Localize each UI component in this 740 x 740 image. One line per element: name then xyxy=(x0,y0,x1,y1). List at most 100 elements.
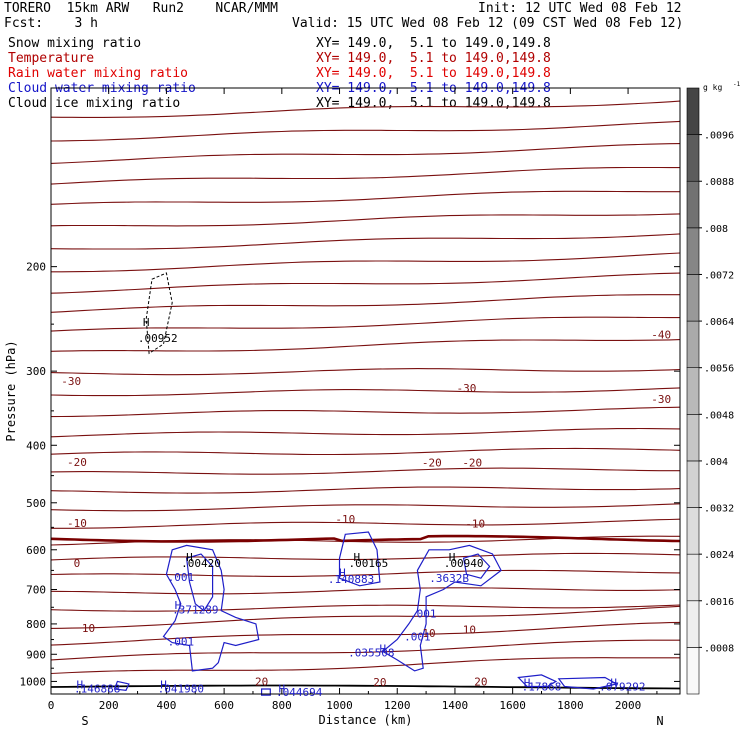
colorbar: .0096 .0088 .008 .0072 .0064 .0056 .0048 .004 .0… xyxy=(686,81,740,695)
x-tick-label: 0 xyxy=(48,699,55,712)
extremum-label: .00165 xyxy=(349,557,389,570)
cloud-water-outline-east xyxy=(381,544,502,672)
field-label-cloud-ice: Cloud ice mixing ratio xyxy=(8,96,181,111)
temperature-isotherm xyxy=(50,190,680,205)
temperature-isotherm xyxy=(50,467,680,475)
colorbar-tick-label: .0016 xyxy=(704,597,734,608)
y-tick-label: 800 xyxy=(26,618,46,631)
temperature-isotherm xyxy=(50,604,681,612)
extremum-label: .035508 xyxy=(348,646,394,659)
extremum-label: .371289 xyxy=(172,604,218,617)
colorbar-tick-label: .0008 xyxy=(704,643,734,654)
colorbar-unit-exponent: -1 xyxy=(733,81,740,88)
cloud-water-outline-north-b xyxy=(557,676,619,690)
extremum-label: .041980 xyxy=(158,682,204,695)
extremum-label: .3632B xyxy=(429,572,469,585)
plot-frame xyxy=(50,87,681,695)
extremum-label: H xyxy=(279,682,286,695)
temperature-labels: -40 -30 -30 -30 -20 -20 -20 -10 -10 -10 0 10 10 10 20 2… xyxy=(61,328,671,689)
temperature-isotherm xyxy=(50,120,681,142)
temperature-isotherm xyxy=(50,339,681,352)
x-tick-label: 1600 xyxy=(499,699,526,712)
temperature-contour-label: -40 xyxy=(651,328,671,341)
temperature-isotherm xyxy=(50,657,680,675)
temperature-isotherm xyxy=(50,639,680,661)
extremum-label: .00940 xyxy=(444,557,484,570)
x-tick-label: 800 xyxy=(272,699,292,712)
temperature-isotherm xyxy=(50,387,681,397)
temperature-contour-label: -10 xyxy=(465,518,485,531)
colorbar-tick-label: .004 xyxy=(704,457,728,468)
extremum-label: .00952 xyxy=(138,332,178,345)
colorbar-swatch xyxy=(686,180,700,229)
temperature-contour-label: 10 xyxy=(463,624,476,637)
valid-time: Valid: 15 UTC Wed 08 Feb 12 (09 CST Wed … xyxy=(292,16,684,31)
temperature-contour-label: -10 xyxy=(335,513,355,526)
extremum-label: H xyxy=(143,316,150,329)
extremum-label: .001 xyxy=(404,630,431,643)
temperature-isotherm xyxy=(50,569,681,577)
y-axis-label: Pressure (hPa) xyxy=(4,340,18,441)
extremum-label: H xyxy=(379,642,386,655)
extremum-label: .146888 xyxy=(74,682,120,695)
x-axis-label: Distance (km) xyxy=(319,713,413,727)
y-tick-label: 900 xyxy=(26,648,46,661)
extremum-label: H xyxy=(175,599,182,612)
y-tick-label: 600 xyxy=(26,544,46,557)
cloud-water-outline-central xyxy=(338,531,381,587)
temperature-contour-label: -30 xyxy=(61,375,81,388)
extremum-label: .001 xyxy=(410,607,437,620)
cloud-water-outline-south xyxy=(113,680,130,691)
init-time: Init: 12 UTC Wed 08 Feb 12 xyxy=(478,1,682,16)
colorbar-swatch xyxy=(686,414,700,462)
temperature-isotherm xyxy=(50,233,681,250)
extremum-label: .044694 xyxy=(276,686,323,699)
x-tick-label: 1800 xyxy=(557,699,584,712)
endpoint-label-south: S xyxy=(81,714,88,728)
colorbar-tick-label: .0032 xyxy=(704,504,734,515)
temperature-contour-label: -30 xyxy=(651,393,671,406)
cloud-water-outline-west xyxy=(162,544,260,672)
temperature-isotherm xyxy=(50,503,681,512)
colorbar-swatch xyxy=(686,507,700,555)
extremum-label: H xyxy=(354,551,361,564)
temperature-isotherm xyxy=(50,143,681,164)
extremum-label: H xyxy=(77,679,84,692)
temperature-isotherm xyxy=(50,552,681,561)
extremum-label: .001 xyxy=(168,635,195,648)
temperature-contour-label: -20 xyxy=(67,456,87,469)
temperature-contours xyxy=(50,100,681,690)
colorbar-swatch xyxy=(686,134,700,182)
extremum-label: .17868 xyxy=(522,681,562,694)
colorbar-swatch xyxy=(686,320,700,368)
field-xy-temperature: XY= 149.0, 5.1 to 149.0,149.8 xyxy=(316,51,551,66)
y-tick-label: 300 xyxy=(26,365,46,378)
colorbar-swatch xyxy=(686,600,700,648)
colorbar-tick-label: .0048 xyxy=(704,410,734,421)
colorbar-unit: g kg xyxy=(703,83,722,92)
extremum-label: .079292 xyxy=(599,681,645,694)
cloud-water-outline-west-inner xyxy=(185,553,214,612)
temperature-isotherm xyxy=(50,213,681,227)
y-tick-label: 500 xyxy=(26,497,46,510)
colorbar-tick-label: .0088 xyxy=(704,177,734,188)
field-label-snow: Snow mixing ratio xyxy=(8,36,142,51)
temperature-isotherm xyxy=(50,427,681,438)
colorbar-swatch xyxy=(686,647,700,695)
temperature-isotherm xyxy=(50,368,681,376)
temperature-isotherm xyxy=(50,272,681,294)
colorbar-tick-label: .0096 xyxy=(704,131,734,142)
extremum-label: H xyxy=(339,566,346,579)
temperature-contour-label: -10 xyxy=(67,517,87,530)
temperature-isotherm xyxy=(50,294,680,313)
colorbar-tick-label: .0024 xyxy=(704,550,734,561)
extremum-label: .140883 xyxy=(328,573,374,586)
temperature-isotherm xyxy=(50,486,681,494)
temperature-isotherm xyxy=(51,252,681,273)
temperature-contour-label: -20 xyxy=(462,457,482,470)
cloud-water-contours xyxy=(113,531,619,696)
colorbar-swatch xyxy=(686,367,700,415)
temperature-contour-label: -20 xyxy=(422,457,442,470)
